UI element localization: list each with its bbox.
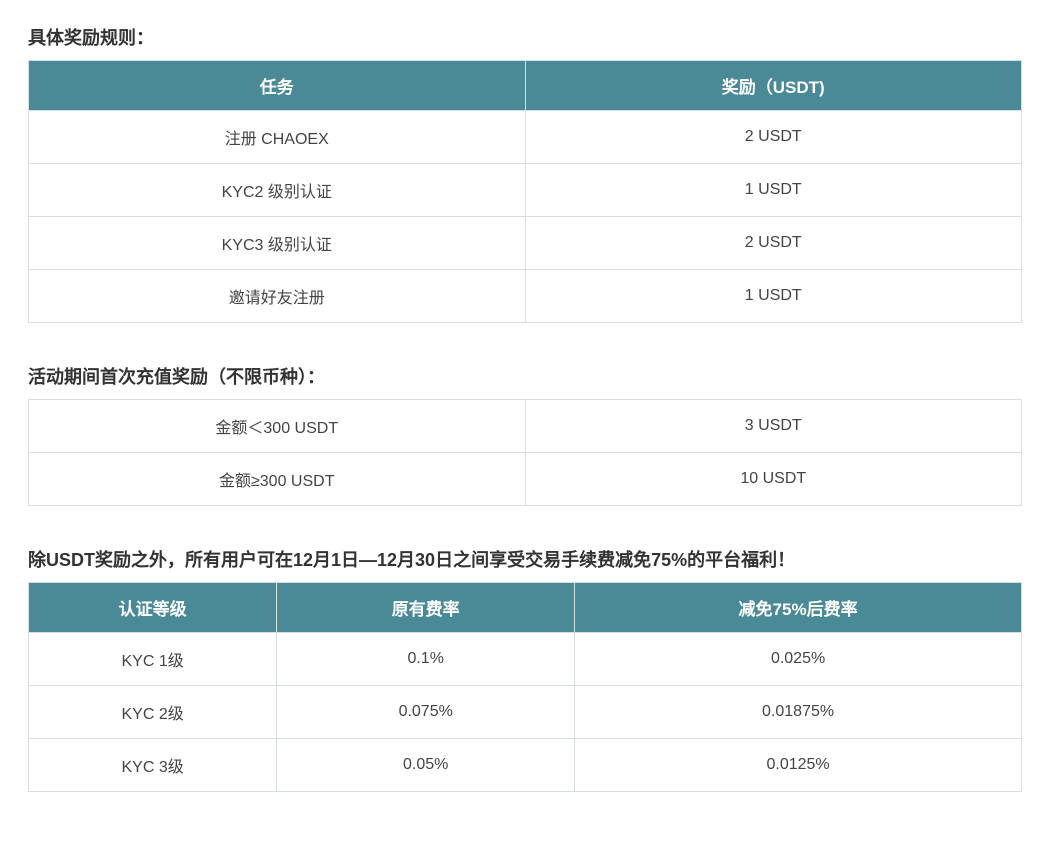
cell: KYC 1级	[29, 633, 277, 686]
col-discounted-fee: 减免75%后费率	[575, 583, 1022, 633]
table-row: 注册 CHAOEX 2 USDT	[29, 111, 1022, 164]
table-row: KYC 1级 0.1% 0.025%	[29, 633, 1022, 686]
deposit-reward-table: 金额＜300 USDT 3 USDT 金额≥300 USDT 10 USDT	[28, 399, 1022, 506]
cell: 0.1%	[277, 633, 575, 686]
cell: KYC 2级	[29, 686, 277, 739]
cell: 10 USDT	[525, 453, 1022, 506]
cell: 1 USDT	[525, 270, 1022, 323]
col-original-fee: 原有费率	[277, 583, 575, 633]
cell: 金额≥300 USDT	[29, 453, 526, 506]
table-header-row: 认证等级 原有费率 减免75%后费率	[29, 583, 1022, 633]
table-row: 邀请好友注册 1 USDT	[29, 270, 1022, 323]
reward-rules-title: 具体奖励规则：	[28, 24, 1022, 50]
col-reward: 奖励（USDT)	[525, 61, 1022, 111]
cell: 0.075%	[277, 686, 575, 739]
table-header-row: 任务 奖励（USDT)	[29, 61, 1022, 111]
reward-rules-section: 具体奖励规则： 任务 奖励（USDT) 注册 CHAOEX 2 USDT KYC…	[28, 24, 1022, 323]
table-row: KYC2 级别认证 1 USDT	[29, 164, 1022, 217]
cell: 0.0125%	[575, 739, 1022, 792]
fee-discount-title: 除USDT奖励之外，所有用户可在12月1日—12月30日之间享受交易手续费减免7…	[28, 546, 1022, 572]
cell: 2 USDT	[525, 217, 1022, 270]
table-row: KYC 3级 0.05% 0.0125%	[29, 739, 1022, 792]
cell: 3 USDT	[525, 400, 1022, 453]
col-level: 认证等级	[29, 583, 277, 633]
deposit-reward-title: 活动期间首次充值奖励（不限币种）：	[28, 363, 1022, 389]
cell: 注册 CHAOEX	[29, 111, 526, 164]
cell: 邀请好友注册	[29, 270, 526, 323]
col-task: 任务	[29, 61, 526, 111]
fee-discount-section: 除USDT奖励之外，所有用户可在12月1日—12月30日之间享受交易手续费减免7…	[28, 546, 1022, 792]
cell: 0.025%	[575, 633, 1022, 686]
cell: 2 USDT	[525, 111, 1022, 164]
cell: 1 USDT	[525, 164, 1022, 217]
table-row: 金额≥300 USDT 10 USDT	[29, 453, 1022, 506]
cell: 0.05%	[277, 739, 575, 792]
table-row: 金额＜300 USDT 3 USDT	[29, 400, 1022, 453]
table-row: KYC 2级 0.075% 0.01875%	[29, 686, 1022, 739]
cell: 0.01875%	[575, 686, 1022, 739]
cell: 金额＜300 USDT	[29, 400, 526, 453]
deposit-reward-section: 活动期间首次充值奖励（不限币种）： 金额＜300 USDT 3 USDT 金额≥…	[28, 363, 1022, 506]
cell: KYC3 级别认证	[29, 217, 526, 270]
table-row: KYC3 级别认证 2 USDT	[29, 217, 1022, 270]
cell: KYC 3级	[29, 739, 277, 792]
reward-rules-table: 任务 奖励（USDT) 注册 CHAOEX 2 USDT KYC2 级别认证 1…	[28, 60, 1022, 323]
cell: KYC2 级别认证	[29, 164, 526, 217]
fee-discount-table: 认证等级 原有费率 减免75%后费率 KYC 1级 0.1% 0.025% KY…	[28, 582, 1022, 792]
